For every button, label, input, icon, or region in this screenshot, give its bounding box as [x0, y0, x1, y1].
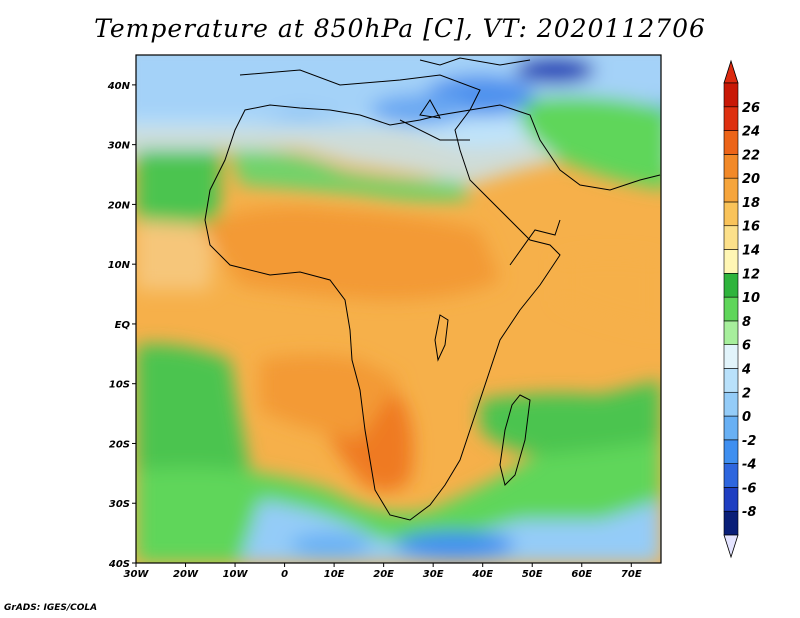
- longitude-axis: 30W 20W 10W 0 10E 20E 30E 40E 50E 60E 70E: [124, 563, 642, 580]
- colorbar-level-label: 26: [742, 101, 760, 116]
- colorbar-swatch: [723, 344, 739, 369]
- lon-tick-label: 30W: [124, 569, 150, 580]
- lat-tick-label: 10S: [109, 380, 130, 391]
- chart-title: Temperature at 850hPa [C], VT: 202011270…: [94, 14, 706, 43]
- lat-tick-label: 40N: [107, 81, 131, 92]
- colorbar-swatch: [723, 439, 739, 464]
- colorbar-level-label: 10: [742, 291, 760, 306]
- colorbar-swatch: [723, 273, 739, 298]
- lon-tick-label: 20E: [373, 569, 394, 580]
- colorbar-level-label: 14: [742, 244, 760, 259]
- colorbar-swatch: [723, 391, 739, 417]
- credit-text: GrADS: IGES/COLA: [4, 603, 98, 613]
- colorbar-swatch: [723, 320, 739, 345]
- colorbar-level-label: 0: [742, 410, 751, 425]
- colorbar-level-label: 24: [742, 125, 760, 140]
- colorbar-swatch: [723, 463, 739, 488]
- lat-tick-label: EQ: [115, 320, 131, 331]
- colorbar-swatch: [723, 225, 739, 250]
- lon-tick-label: 40E: [471, 569, 493, 580]
- lon-tick-label: 10E: [324, 569, 345, 580]
- colorbar-level-label: 2: [742, 386, 751, 401]
- colorbar-swatch: [723, 177, 739, 203]
- lat-tick-label: 20N: [108, 200, 131, 211]
- lon-tick-label: 0: [281, 569, 288, 580]
- lat-tick-label: 30S: [109, 499, 130, 510]
- colorbar-level-label: -2: [742, 434, 756, 449]
- colorbar-level-label: 16: [742, 220, 760, 235]
- lon-tick-label: 30E: [423, 569, 444, 580]
- colorbar-level-label: -8: [742, 505, 756, 520]
- lat-tick-label: 40S: [108, 559, 130, 570]
- colorbar-level-label: -6: [742, 481, 756, 496]
- lat-tick-label: 10N: [108, 260, 131, 271]
- colorbar-swatch: [723, 487, 739, 512]
- colorbar-swatch: [723, 296, 739, 322]
- colorbar-swatch: [723, 249, 739, 274]
- colorbar-swatch: [723, 154, 739, 179]
- colorbar-level-label: 22: [742, 148, 760, 163]
- colorbar-level-label: 6: [742, 339, 751, 354]
- colorbar-swatch: [723, 130, 739, 155]
- colorbar-level-label: 20: [742, 172, 760, 187]
- colorbar-swatch: [723, 368, 739, 393]
- temperature-field: [136, 55, 661, 563]
- colorbar-level-label: 18: [742, 196, 760, 211]
- colorbar-swatch: [723, 82, 739, 108]
- coastline-outline: [204, 57, 661, 521]
- colorbar-level-label: 8: [742, 315, 751, 330]
- lat-tick-label: 20S: [109, 439, 130, 450]
- lon-tick-label: 20W: [173, 569, 199, 580]
- latitude-axis: 40S 30S 20S 10S EQ 10N 20N 30N 40N: [107, 81, 136, 570]
- colorbar-level-label: 12: [742, 267, 760, 282]
- lon-tick-label: 50E: [522, 569, 543, 580]
- colorbar-level-label: 4: [741, 362, 751, 377]
- lat-tick-label: 30N: [108, 141, 131, 152]
- colorbar-swatch: [723, 201, 739, 227]
- lon-tick-label: 10W: [223, 569, 249, 580]
- colorbar-under-arrow: [723, 534, 739, 559]
- lon-tick-label: 60E: [571, 569, 592, 580]
- colorbar-swatch: [723, 415, 739, 441]
- colorbar-level-label: -4: [742, 458, 756, 473]
- map-frame: [135, 54, 662, 564]
- colorbar-over-arrow: [723, 59, 739, 84]
- lon-tick-label: 70E: [621, 569, 642, 580]
- colorbar-swatch: [723, 510, 739, 536]
- colorbar-swatch: [723, 106, 739, 131]
